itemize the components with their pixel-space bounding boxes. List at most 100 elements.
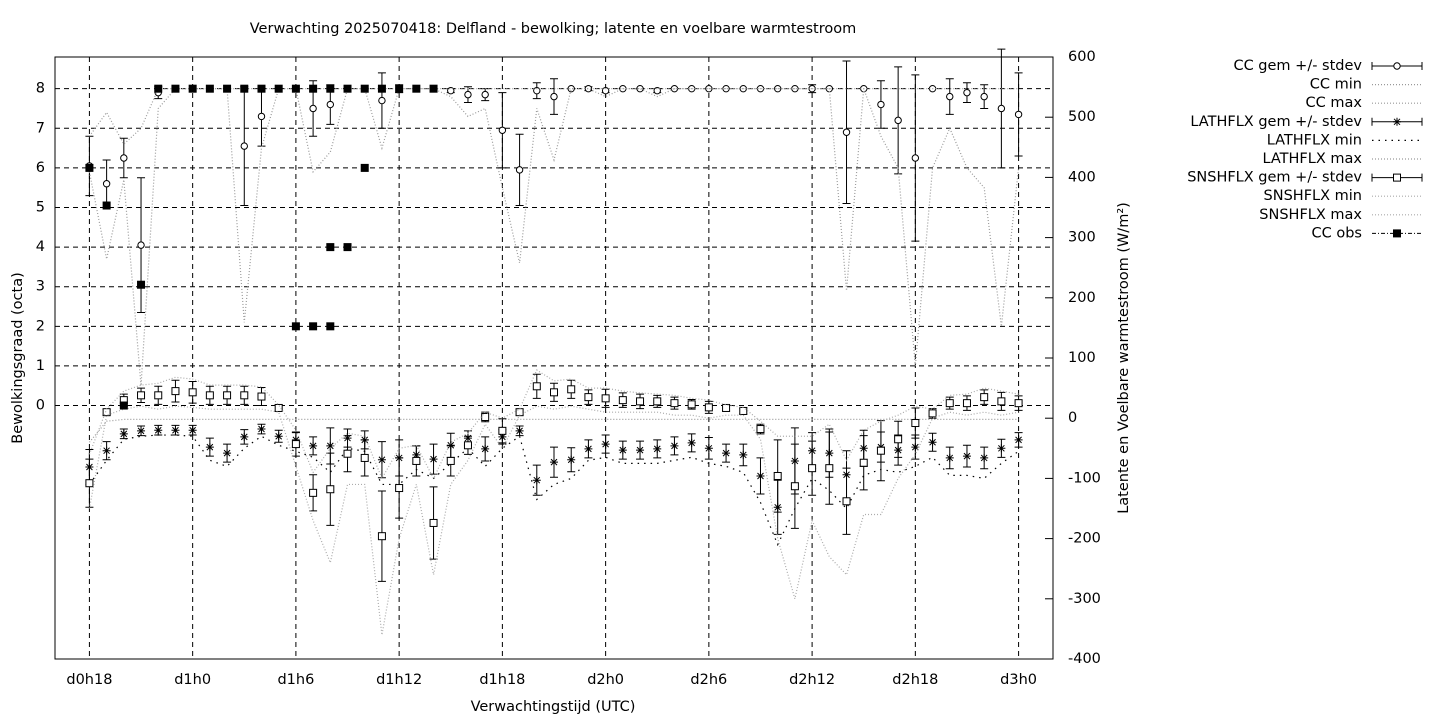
- data-point: [377, 532, 386, 541]
- y2-tick-label: 600: [1068, 49, 1096, 65]
- data-point: [223, 84, 232, 93]
- legend-label: LATHFLX max: [1262, 151, 1362, 167]
- data-point: [687, 400, 696, 409]
- data-point: [911, 419, 920, 428]
- data-point: [963, 88, 971, 97]
- data-point: [154, 426, 163, 435]
- data-point: [257, 112, 266, 121]
- data-point: [550, 92, 558, 101]
- data-point: [326, 441, 335, 450]
- data-point: [704, 444, 713, 453]
- data-point: [360, 453, 369, 462]
- data-point: [481, 90, 489, 99]
- x-tick-label: d0h18: [66, 672, 112, 688]
- data-point: [773, 84, 782, 93]
- y2-tick-label: 300: [1068, 230, 1096, 246]
- data-point: [842, 128, 851, 136]
- y2-tick-label: 100: [1068, 350, 1096, 366]
- data-point: [446, 441, 455, 450]
- y-tick-label: 8: [36, 81, 45, 97]
- data-point: [722, 403, 731, 412]
- data-point: [498, 426, 507, 435]
- data-point: [171, 387, 180, 396]
- data-point: [205, 443, 214, 452]
- data-point: [326, 243, 335, 252]
- y-tick-label: 1: [36, 358, 45, 374]
- data-point: [1014, 399, 1023, 408]
- data-point: [188, 426, 197, 435]
- range-line: [88, 88, 1019, 146]
- data-point: [85, 163, 94, 172]
- y2-tick-label: -200: [1068, 531, 1101, 547]
- range-line: [88, 418, 1019, 443]
- data-point: [309, 441, 318, 450]
- data-point: [704, 403, 713, 412]
- data-point: [464, 90, 472, 99]
- data-point: [653, 86, 661, 95]
- data-point: [154, 391, 163, 400]
- data-point: [550, 458, 558, 467]
- data-point: [636, 397, 645, 406]
- data-point: [567, 385, 576, 394]
- data-point: [326, 84, 335, 93]
- data-point: [171, 84, 180, 93]
- data-point: [877, 100, 885, 109]
- data-point: [515, 166, 524, 174]
- x-tick-label: d2h0: [587, 672, 624, 688]
- data-point: [946, 92, 954, 101]
- data-point: [309, 488, 318, 497]
- data-point: [670, 441, 679, 450]
- data-point: [928, 409, 937, 418]
- range-line: [88, 88, 1020, 386]
- data-point: [326, 485, 335, 494]
- data-point: [429, 518, 438, 527]
- data-point: [137, 426, 146, 435]
- data-point: [962, 452, 971, 461]
- data-point: [687, 438, 696, 447]
- data-point: [945, 399, 954, 408]
- data-point: [274, 403, 283, 412]
- legend-marker: [1393, 173, 1401, 182]
- data-point: [274, 432, 283, 441]
- legend-label: LATHFLX min: [1267, 132, 1362, 148]
- data-point: [515, 426, 524, 435]
- legend-label: SNSHFLX max: [1259, 207, 1362, 223]
- data-point: [360, 84, 369, 93]
- data-point: [378, 96, 386, 105]
- y2-tick-label: 400: [1068, 169, 1096, 185]
- data-point: [188, 84, 197, 93]
- data-point: [412, 84, 421, 93]
- data-point: [567, 84, 575, 93]
- data-point: [119, 429, 128, 438]
- data-point: [481, 444, 490, 453]
- data-point: [360, 163, 369, 172]
- x-tick-label: d1h0: [174, 672, 211, 688]
- data-point: [618, 396, 627, 405]
- data-point: [894, 116, 902, 125]
- data-point: [911, 443, 920, 452]
- y2-tick-label: -400: [1068, 651, 1101, 667]
- data-point: [1014, 110, 1023, 119]
- data-point: [584, 393, 593, 402]
- data-point: [962, 399, 971, 408]
- data-point: [102, 180, 111, 188]
- data-point: [756, 425, 765, 434]
- data-point: [205, 84, 214, 93]
- data-point: [532, 476, 541, 485]
- y-tick-label: 2: [36, 318, 45, 334]
- data-point: [377, 84, 386, 93]
- legend-label: SNSHFLX min: [1264, 188, 1362, 204]
- data-point: [533, 86, 541, 95]
- data-point: [601, 394, 610, 403]
- data-point: [154, 84, 163, 93]
- data-point: [137, 241, 145, 249]
- data-point: [911, 154, 920, 162]
- data-point: [980, 453, 989, 462]
- data-point: [240, 142, 248, 150]
- legend-label: SNSHFLX gem +/- stdev: [1187, 170, 1362, 186]
- data-point: [567, 455, 576, 464]
- y2-axis-label: Latente en Voelbare warmtestroom (W/m²): [1116, 202, 1132, 514]
- data-point: [980, 393, 989, 402]
- x-tick-label: d1h6: [277, 672, 314, 688]
- data-point: [223, 391, 232, 400]
